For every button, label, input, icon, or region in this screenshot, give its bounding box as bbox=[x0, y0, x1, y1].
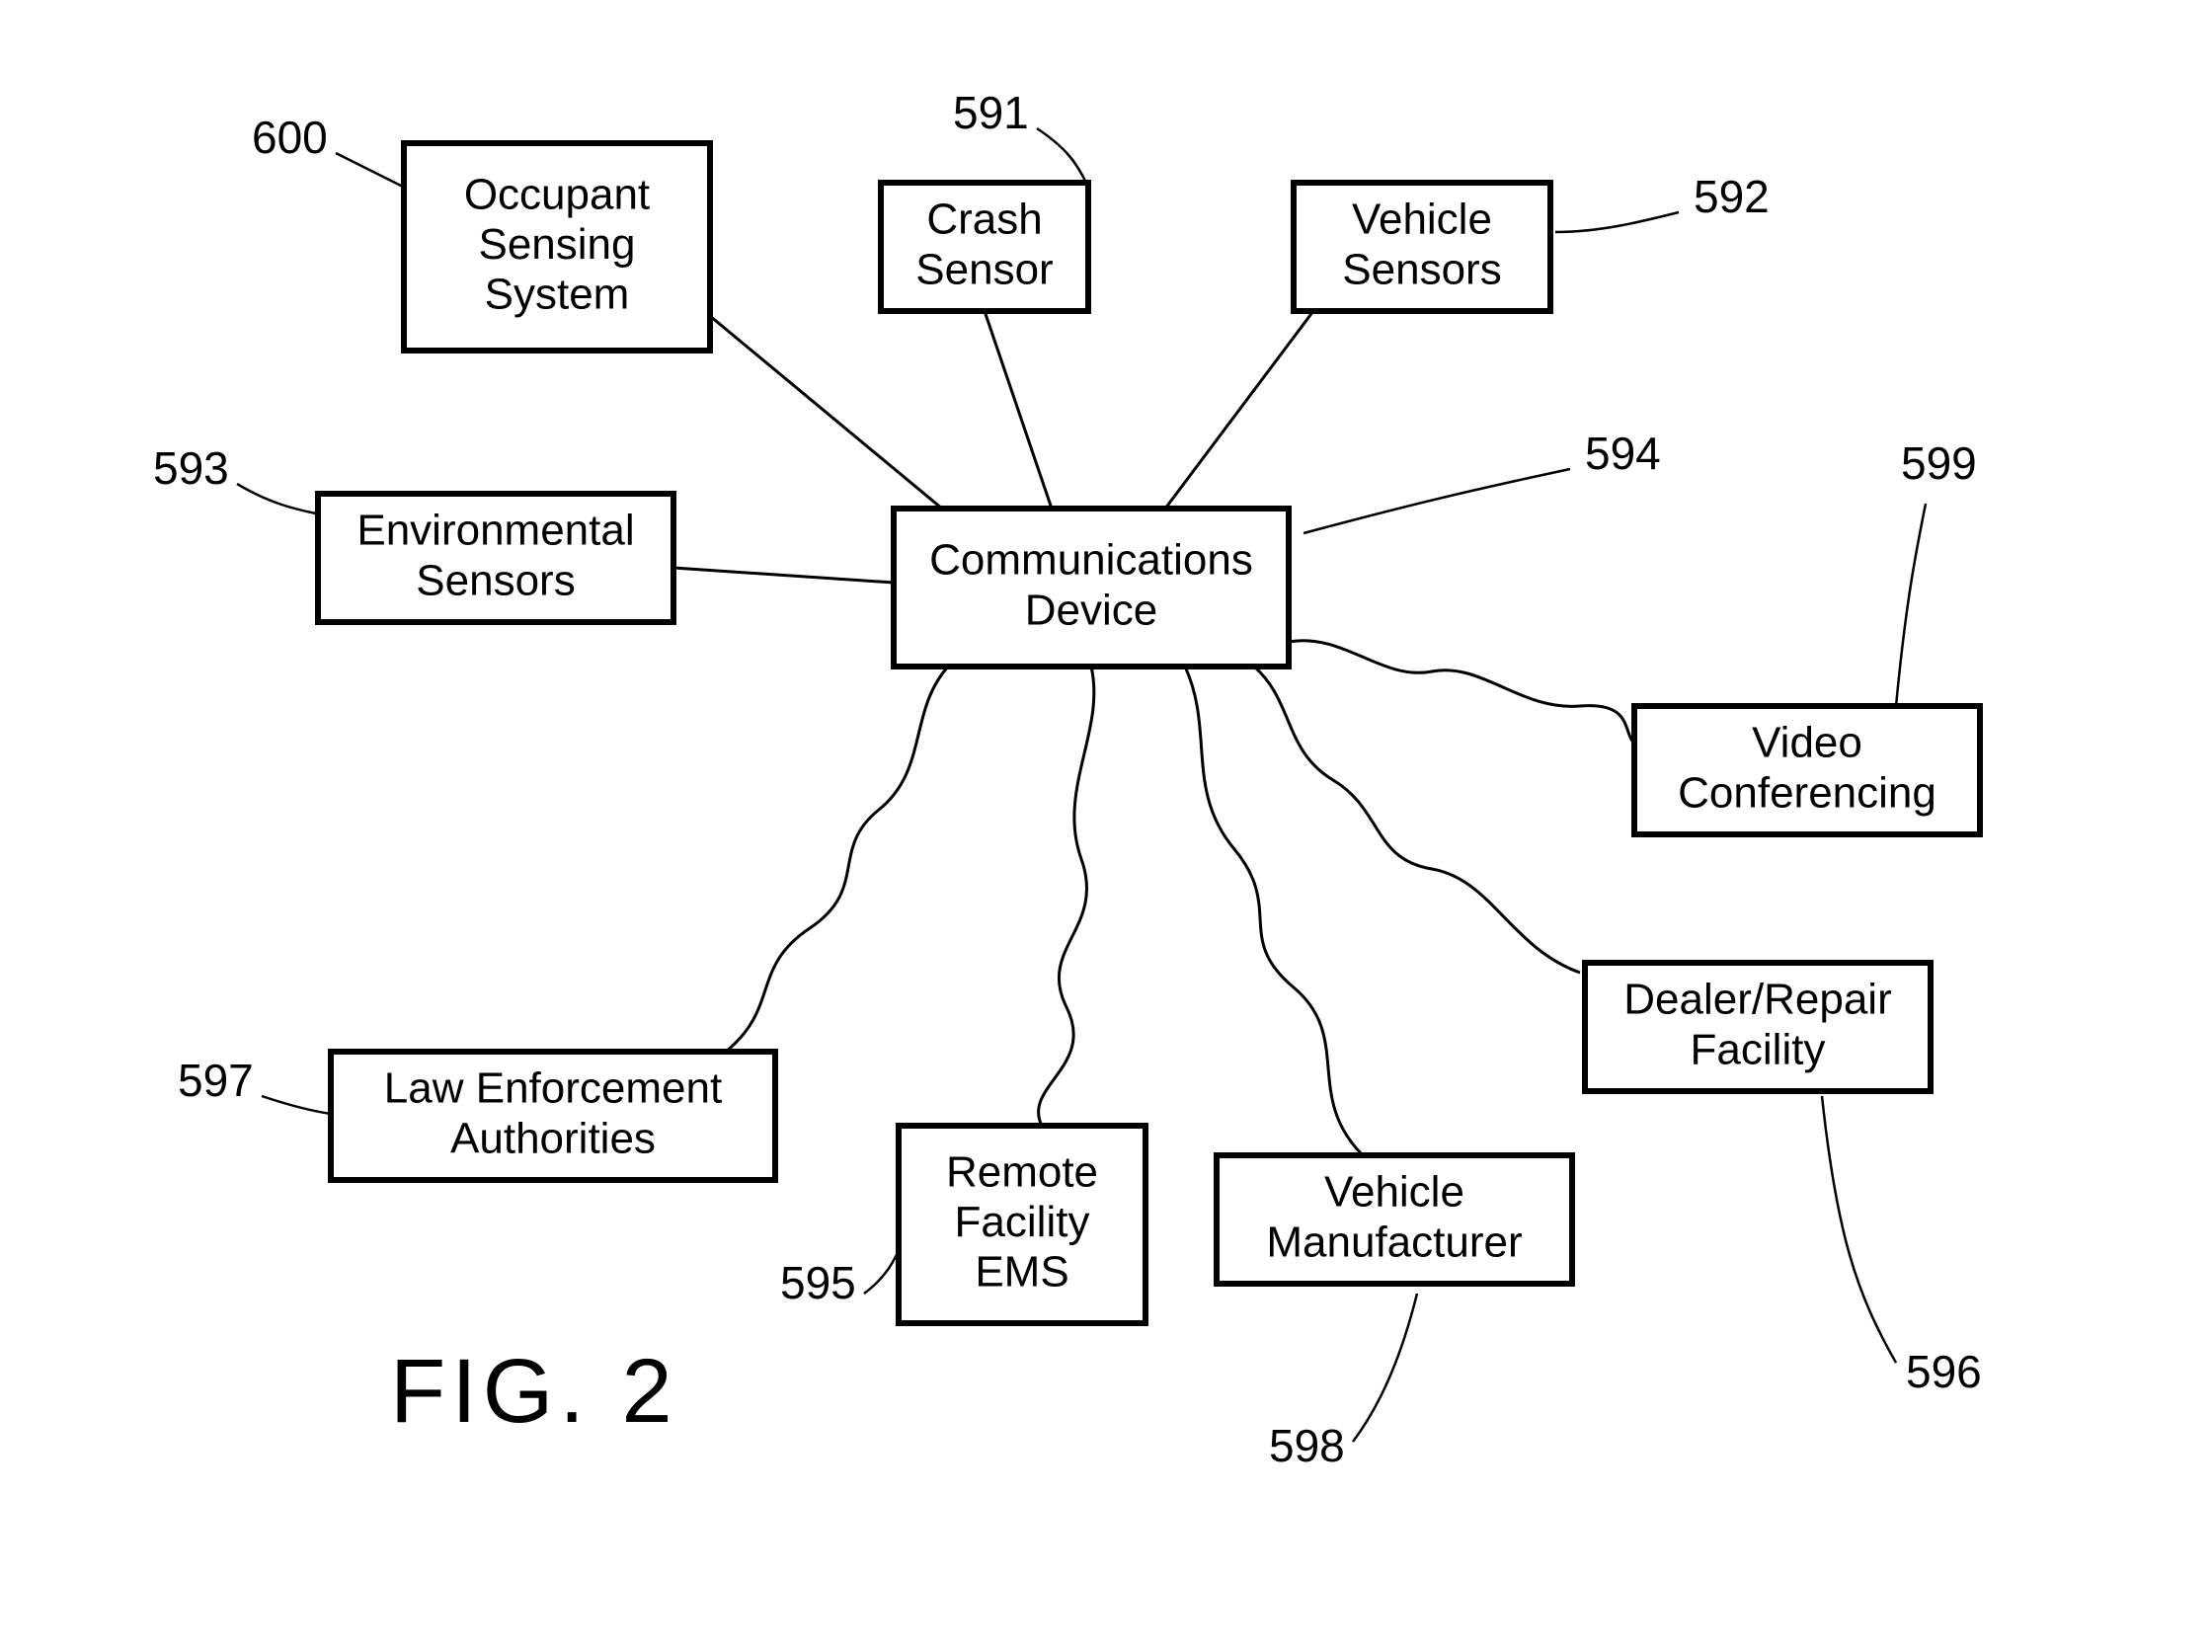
node-env_sensors: EnvironmentalSensors bbox=[318, 494, 673, 622]
node-vehicle_sensors: VehicleSensors bbox=[1294, 183, 1550, 311]
node-law_enforcement: Law EnforcementAuthorities bbox=[331, 1052, 775, 1180]
leader-598 bbox=[1353, 1294, 1417, 1442]
ref-597: 597 bbox=[178, 1055, 254, 1106]
ref-594: 594 bbox=[1585, 428, 1661, 479]
node-label-vehicle_sensors: VehicleSensors bbox=[1342, 195, 1501, 293]
leader-591 bbox=[1037, 128, 1086, 183]
node-occupant: OccupantSensingSystem bbox=[404, 143, 710, 351]
node-vehicle_mfr: VehicleManufacturer bbox=[1217, 1155, 1572, 1284]
node-center: CommunicationsDevice bbox=[894, 509, 1289, 667]
edge-center-dealer bbox=[1254, 667, 1580, 973]
node-remote_ems: RemoteFacilityEMS bbox=[899, 1126, 1146, 1323]
ref-598: 598 bbox=[1269, 1420, 1345, 1471]
leader-596 bbox=[1822, 1096, 1896, 1363]
figure-label: FIG. 2 bbox=[390, 1341, 678, 1442]
ref-596: 596 bbox=[1906, 1346, 1982, 1397]
ref-593: 593 bbox=[153, 442, 229, 494]
node-label-occupant: OccupantSensingSystem bbox=[464, 170, 650, 318]
edge-center-videoconf bbox=[1289, 641, 1639, 746]
leader-593 bbox=[237, 484, 316, 513]
leader-599 bbox=[1896, 504, 1926, 706]
edge-crash-center bbox=[985, 311, 1052, 509]
edge-center-mfr bbox=[1185, 667, 1363, 1155]
edge-occupant-center bbox=[710, 316, 948, 513]
leader-592 bbox=[1555, 212, 1679, 232]
leader-597 bbox=[262, 1096, 331, 1114]
edge-env-center bbox=[673, 568, 894, 583]
node-crash: CrashSensor bbox=[881, 183, 1088, 311]
nodes: CommunicationsDevice OccupantSensingSyste… bbox=[318, 143, 1980, 1323]
ref-599: 599 bbox=[1901, 437, 1977, 489]
edge-center-ems bbox=[1039, 667, 1094, 1126]
leader-600 bbox=[336, 153, 405, 188]
ref-591: 591 bbox=[953, 87, 1029, 138]
wavy-edges bbox=[726, 641, 1639, 1155]
edge-vehicle-sensors-center bbox=[1165, 311, 1313, 509]
ref-595: 595 bbox=[780, 1257, 856, 1308]
node-dealer_repair: Dealer/RepairFacility bbox=[1585, 963, 1931, 1091]
edge-center-law bbox=[726, 667, 948, 1052]
leader-594 bbox=[1304, 469, 1570, 533]
node-video_conf: VideoConferencing bbox=[1634, 706, 1980, 834]
ref-600: 600 bbox=[252, 112, 328, 163]
node-label-crash: CrashSensor bbox=[915, 195, 1053, 293]
ref-592: 592 bbox=[1694, 171, 1770, 222]
